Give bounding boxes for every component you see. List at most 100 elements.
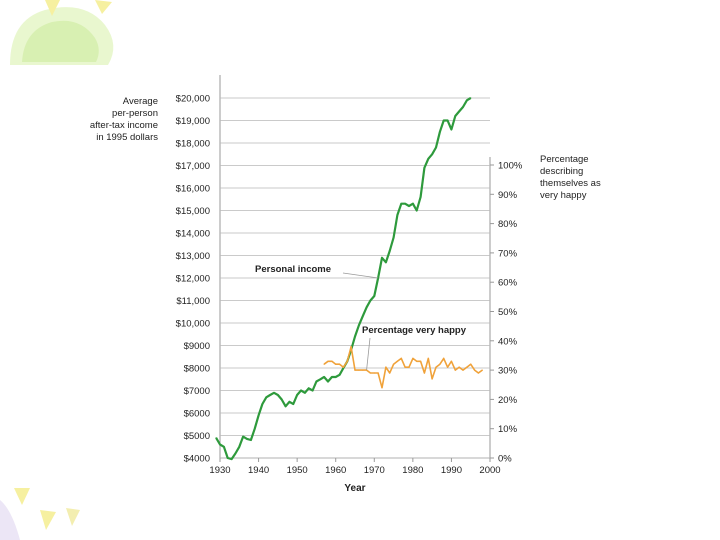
data-point — [404, 203, 406, 205]
data-point — [312, 389, 314, 392]
series-line-percentage-very-happy — [323, 345, 483, 389]
gridlines — [219, 75, 491, 459]
x-tick-label: 1940 — [248, 465, 269, 476]
data-point — [466, 366, 468, 368]
data-point — [381, 387, 383, 389]
data-point — [373, 295, 375, 297]
left-tick-label: $13,000 — [176, 251, 210, 262]
data-point — [431, 153, 433, 155]
data-point — [327, 360, 329, 362]
data-point — [373, 372, 375, 374]
data-point — [462, 369, 464, 371]
left-tick-label: $11,000 — [176, 296, 210, 307]
data-point — [231, 458, 233, 460]
left-axis-label-line: per-person — [112, 108, 158, 119]
left-tick-label: $4000 — [184, 454, 210, 465]
annotation-leader-line — [342, 272, 379, 279]
data-point — [339, 374, 341, 376]
left-tick-label: $9000 — [184, 341, 210, 352]
data-point — [277, 394, 279, 396]
left-axis-label-line: in 1995 dollars — [96, 132, 158, 143]
x-tick-label: 1950 — [287, 465, 308, 476]
data-point — [439, 363, 441, 365]
data-point — [288, 401, 290, 403]
data-point — [443, 357, 445, 359]
data-point — [285, 405, 287, 407]
right-axis-label-line: Percentage — [540, 154, 589, 165]
left-tick-label: $5000 — [184, 431, 210, 442]
right-axis-label-line: very happy — [540, 190, 587, 201]
left-tick-label: $6000 — [184, 409, 210, 420]
sun-ornament — [10, 0, 114, 66]
data-point — [412, 203, 414, 205]
data-point — [254, 428, 256, 430]
data-point — [435, 366, 437, 368]
data-point — [234, 452, 236, 455]
right-tick-label: 60% — [498, 278, 518, 289]
data-point — [331, 376, 333, 378]
right-tick-label: 90% — [498, 190, 518, 201]
x-tick-label: 1970 — [364, 465, 385, 476]
data-point — [369, 299, 371, 302]
left-axis-ticks: $4000 $5000 $6000 $7000 $8000 $9000 $10,000 $11… — [176, 94, 210, 465]
data-point — [319, 378, 321, 380]
data-point — [261, 403, 263, 405]
data-point — [427, 357, 429, 359]
annotation-leader-line — [366, 337, 371, 371]
data-point — [335, 376, 337, 378]
data-point — [358, 369, 360, 371]
data-point — [443, 119, 445, 122]
data-point — [423, 167, 425, 169]
data-point — [335, 363, 337, 365]
data-point — [474, 369, 476, 371]
right-tick-label: 0% — [498, 454, 512, 465]
data-point — [362, 315, 364, 317]
left-tick-label: $8000 — [184, 364, 210, 375]
data-point — [215, 437, 217, 439]
data-point — [412, 357, 414, 359]
data-point — [416, 209, 418, 212]
annotation-label: Percentage very happy — [362, 325, 467, 336]
data-point — [420, 196, 422, 198]
data-point — [331, 360, 333, 362]
data-point — [450, 360, 452, 362]
data-point — [385, 366, 387, 368]
left-tick-label: $17,000 — [176, 161, 210, 172]
data-point — [242, 436, 244, 438]
data-point — [454, 369, 456, 371]
data-point — [273, 392, 275, 394]
data-point — [420, 360, 422, 362]
data-point — [385, 261, 387, 263]
data-point — [258, 414, 260, 416]
data-point — [323, 376, 325, 378]
data-point — [265, 396, 267, 398]
data-point — [315, 380, 317, 383]
data-point — [389, 250, 391, 252]
x-tick-label: 2000 — [479, 465, 500, 476]
series-line-personal-income — [215, 97, 472, 461]
right-tick-label: 80% — [498, 219, 518, 230]
left-tick-label: $20,000 — [176, 94, 210, 105]
right-tick-label: 10% — [498, 424, 518, 435]
right-axis-label-line: themselves as — [540, 178, 601, 189]
data-point — [416, 360, 418, 362]
right-tick-label: 100% — [498, 161, 523, 172]
left-tick-label: $12,000 — [176, 274, 210, 285]
starburst-ornament — [0, 488, 80, 540]
data-point — [396, 214, 398, 216]
x-tick-label: 1980 — [402, 465, 423, 476]
data-point — [219, 443, 221, 446]
data-point — [223, 446, 225, 448]
data-point — [450, 128, 452, 131]
data-point — [439, 131, 441, 133]
left-axis-label-line: Average — [123, 96, 158, 107]
data-point — [393, 363, 395, 365]
right-axis-label-line: describing — [540, 166, 583, 177]
data-point — [327, 380, 329, 383]
data-point — [250, 439, 252, 441]
data-point — [404, 366, 406, 368]
left-tick-label: $15,000 — [176, 206, 210, 217]
data-point — [435, 146, 437, 149]
right-tick-label: 40% — [498, 336, 518, 347]
